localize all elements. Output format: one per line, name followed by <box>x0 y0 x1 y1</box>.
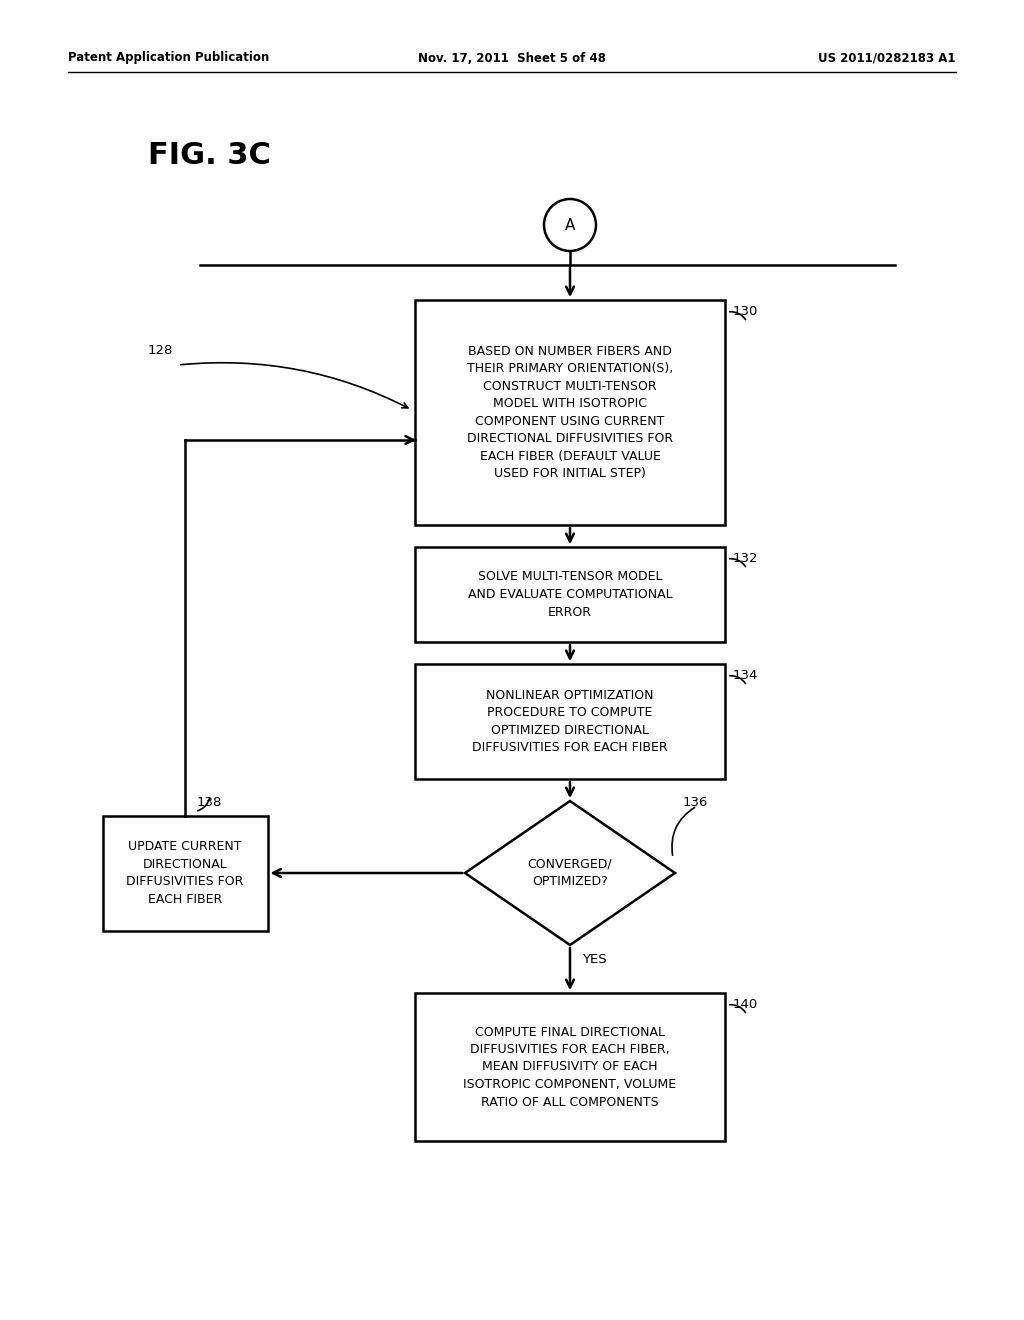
Text: CONVERGED/
OPTIMIZED?: CONVERGED/ OPTIMIZED? <box>527 858 612 888</box>
Text: 130: 130 <box>733 305 759 318</box>
Bar <box>415 300 725 525</box>
Text: BASED ON NUMBER FIBERS AND
THEIR PRIMARY ORIENTATION(S),
CONSTRUCT MULTI-TENSOR
: BASED ON NUMBER FIBERS AND THEIR PRIMARY… <box>467 345 673 480</box>
Bar <box>102 816 267 931</box>
Text: A: A <box>565 218 575 232</box>
Bar <box>415 664 725 779</box>
Text: 140: 140 <box>733 998 758 1011</box>
Text: 128: 128 <box>148 343 173 356</box>
Text: 134: 134 <box>733 669 759 682</box>
Bar <box>415 546 725 642</box>
Text: 136: 136 <box>683 796 709 809</box>
Text: COMPUTE FINAL DIRECTIONAL
DIFFUSIVITIES FOR EACH FIBER,
MEAN DIFFUSIVITY OF EACH: COMPUTE FINAL DIRECTIONAL DIFFUSIVITIES … <box>464 1026 677 1109</box>
Text: 138: 138 <box>197 796 222 808</box>
Bar <box>415 993 725 1140</box>
Text: SOLVE MULTI-TENSOR MODEL
AND EVALUATE COMPUTATIONAL
ERROR: SOLVE MULTI-TENSOR MODEL AND EVALUATE CO… <box>468 570 673 619</box>
Text: YES: YES <box>582 953 606 966</box>
Text: FIG. 3C: FIG. 3C <box>148 140 271 169</box>
Text: US 2011/0282183 A1: US 2011/0282183 A1 <box>818 51 956 65</box>
Polygon shape <box>465 801 675 945</box>
Text: NONLINEAR OPTIMIZATION
PROCEDURE TO COMPUTE
OPTIMIZED DIRECTIONAL
DIFFUSIVITIES : NONLINEAR OPTIMIZATION PROCEDURE TO COMP… <box>472 689 668 754</box>
Text: UPDATE CURRENT
DIRECTIONAL
DIFFUSIVITIES FOR
EACH FIBER: UPDATE CURRENT DIRECTIONAL DIFFUSIVITIES… <box>126 841 244 906</box>
Text: 132: 132 <box>733 552 759 565</box>
Text: Patent Application Publication: Patent Application Publication <box>68 51 269 65</box>
Text: Nov. 17, 2011  Sheet 5 of 48: Nov. 17, 2011 Sheet 5 of 48 <box>418 51 606 65</box>
